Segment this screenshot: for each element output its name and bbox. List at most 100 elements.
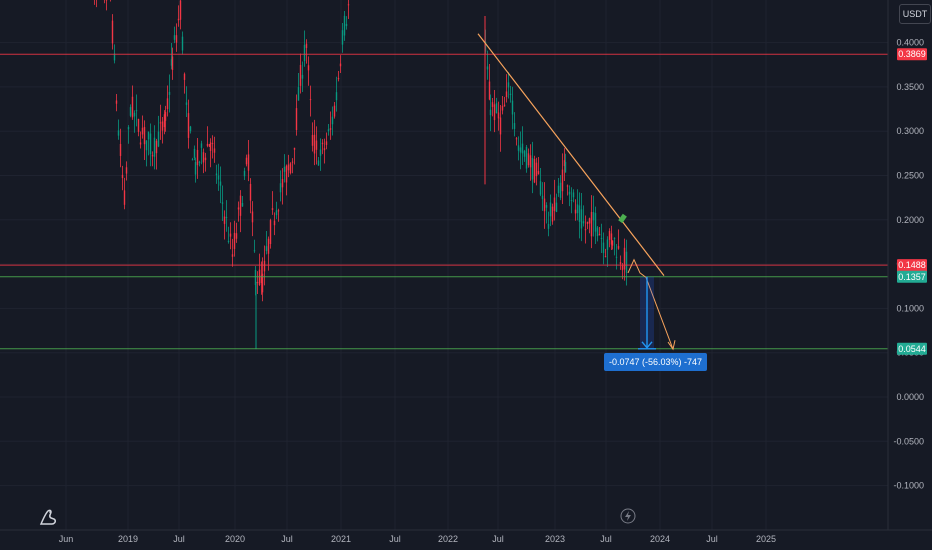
candle-body [175,35,178,43]
candle-body [115,100,118,104]
candle-body [337,78,340,80]
time-axis[interactable]: Jun 2019 Jul 2020 Jul 2021 Jul 2022 Jul 2023 Jul 20… [59,534,776,544]
candle-body [329,128,332,130]
candle-body [594,213,597,232]
candle-body [486,66,489,70]
candle-body [139,142,142,145]
candle-body [137,118,140,132]
candle-body [233,232,236,249]
candle-body [625,251,628,273]
measure-label: -0.0747 (-56.03%) -747 [604,353,708,371]
currency-button[interactable]: USDT [899,4,931,24]
price-tag-value: 0.1488 [898,260,926,270]
candle-body [211,143,214,145]
candle-body [523,150,526,157]
candle-body [309,99,312,101]
candle-body [493,104,496,121]
time-tick-label: Jul [173,534,185,544]
candle-body [519,147,522,153]
candle-body [488,81,491,100]
candle-body [602,242,605,253]
candle-body [289,163,292,174]
candle-body [541,195,544,199]
candle-body [608,231,611,240]
price-tick-label: 0.3000 [896,126,924,136]
trendline[interactable] [477,33,665,276]
lightning-bolt-icon[interactable] [620,508,636,524]
projection-arrowhead [667,340,676,351]
candle-body [592,211,595,221]
candle-body [515,138,518,140]
candle-body [164,112,167,121]
time-tick-label: 2022 [438,534,458,544]
candle-body [219,181,222,186]
candle-body [325,141,328,145]
price-range-measure[interactable] [638,276,656,350]
candle-body [261,273,264,293]
candle-body [291,161,294,163]
candle-body [267,238,270,254]
candle-body [343,15,346,36]
tradingview-logo-icon[interactable] [38,507,60,527]
candle-body [507,82,510,88]
time-tick-label: Jul [389,534,401,544]
candle-body [584,229,587,231]
candle-body [517,145,520,151]
candle-body [227,240,230,242]
candle-body [235,233,238,239]
candle-body [621,265,624,271]
candle-body [166,98,169,110]
candle-body [131,96,134,118]
candle-body [293,147,296,150]
candle-body [281,179,284,188]
candle-body [225,217,228,219]
candle-body [253,250,256,252]
price-tag-support-1: 0.1357 [897,270,927,283]
flag-marker-icon[interactable] [618,213,627,224]
candle-body [535,162,538,177]
candle-body [173,35,176,40]
time-tick-label: 2023 [545,534,565,544]
candle-body [561,169,564,192]
price-tick-label: 0.0000 [896,392,924,402]
candlestick-series [94,0,628,350]
candle-body [333,105,336,117]
projection-path[interactable] [627,258,674,350]
candle-body [265,246,268,251]
price-tick-label: 0.1000 [896,303,924,313]
candle-body [525,146,528,169]
candle-body [231,254,234,257]
candle-body [208,144,211,147]
candle-body [604,256,607,258]
candle-body [153,137,156,157]
candle-body [194,161,197,175]
candle-body [564,161,567,173]
trendline-drawing[interactable] [477,33,676,351]
candle-body [185,102,188,105]
candle-body [555,202,558,212]
candle-body [578,205,581,222]
candle-body [497,112,500,119]
candle-body [513,123,516,129]
horizontal-levels[interactable] [0,53,888,350]
time-tick-label: Jul [600,534,612,544]
candle-body [121,174,124,179]
candle-body [221,202,224,204]
candle-body [610,233,613,245]
candle-body [606,239,609,250]
candle-body [327,129,330,132]
candle-body [570,199,573,201]
candle-body [271,208,274,210]
candle-body [125,167,128,174]
candle-body [299,64,302,86]
candle-body [549,202,552,217]
candle-body [539,181,542,195]
candle-body [588,218,591,224]
price-tag-support-2: 0.0544 [897,342,927,355]
candle-body [275,210,278,216]
candle-body [155,140,158,154]
time-tick-label: Jul [281,534,293,544]
candle-body [206,143,209,146]
